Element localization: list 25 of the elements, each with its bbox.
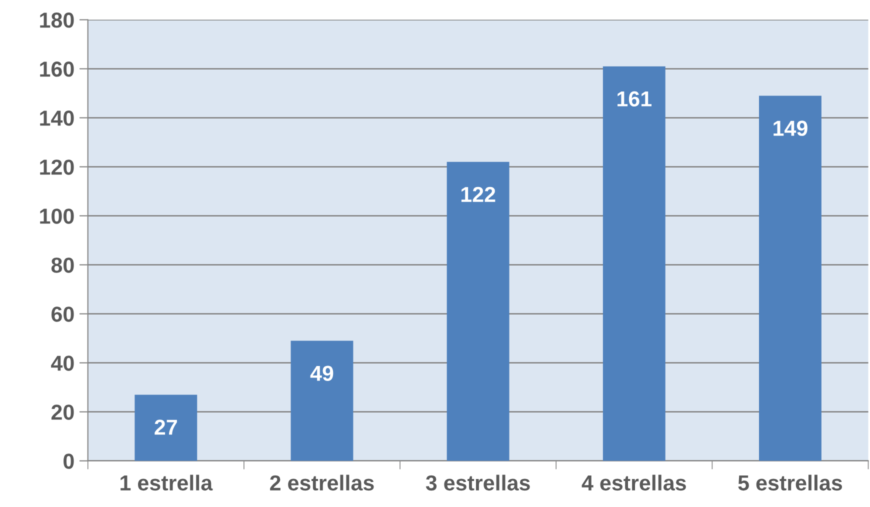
bar	[446, 162, 510, 461]
x-tick-label: 5 estrellas	[738, 474, 842, 491]
y-tick-label: 140	[40, 110, 74, 126]
data-label: 161	[618, 91, 652, 107]
x-tick-label: 1 estrella	[120, 474, 213, 491]
data-label: 122	[461, 186, 496, 202]
x-tick-label: 4 estrellas	[582, 474, 686, 491]
data-label: 27	[154, 420, 177, 435]
bar	[602, 66, 666, 461]
bar	[290, 340, 354, 461]
y-tick-label: 20	[51, 404, 74, 420]
x-tick-label: 2 estrellas	[270, 474, 374, 491]
y-tick-label: 40	[51, 356, 74, 371]
y-tick-label: 100	[40, 208, 74, 224]
data-label: 49	[310, 366, 334, 381]
y-tick-label: 0	[64, 454, 74, 469]
y-tick-label: 120	[40, 160, 74, 175]
bar	[759, 96, 822, 461]
x-tick-label: 3 estrellas	[426, 474, 530, 491]
y-tick-label: 60	[52, 306, 74, 322]
y-tick-label: 180	[40, 12, 74, 28]
y-tick-label: 160	[40, 62, 74, 77]
bar	[134, 394, 198, 461]
y-tick-label: 80	[51, 258, 74, 273]
data-label: 149	[774, 120, 808, 136]
